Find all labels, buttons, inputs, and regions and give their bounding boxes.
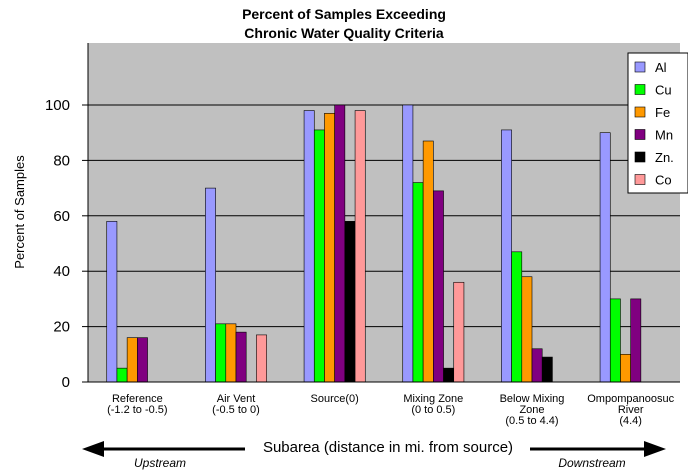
upstream-label: Upstream — [134, 456, 186, 470]
x-tick-label: (-0.5 to 0) — [212, 404, 260, 416]
bar-zn-4 — [541, 356, 553, 383]
bar-fe-3 — [422, 140, 434, 383]
downstream-arrowhead — [644, 441, 666, 457]
y-tick-labels: 0 20 40 60 80 100 — [45, 97, 70, 391]
bar-cu-0 — [116, 367, 128, 383]
y-tick-label: 60 — [53, 208, 70, 225]
legend-swatch — [634, 129, 646, 140]
axes — [82, 43, 680, 383]
x-tick-label: Reference — [112, 393, 163, 405]
legend-label: Cu — [655, 83, 672, 98]
x-tick-label: (0.5 to 4.4) — [505, 415, 558, 427]
plot-area — [88, 43, 680, 382]
bar-al-0 — [106, 221, 118, 383]
bar-fe-1 — [225, 323, 237, 383]
legend-label: Co — [655, 173, 672, 188]
x-tick-label: Air Vent — [217, 393, 256, 405]
legend-label: Zn. — [655, 150, 674, 165]
gridlines — [88, 104, 680, 328]
legend-swatch — [634, 84, 646, 95]
bar-cu-1 — [215, 323, 227, 383]
bar-co-3 — [453, 281, 465, 383]
bar-zn-2 — [344, 221, 356, 383]
y-tick-label: 100 — [45, 97, 70, 114]
x-tick-label: Ompompanoosuc — [587, 393, 674, 405]
legend-box — [627, 52, 688, 194]
legend-swatch — [634, 151, 646, 163]
x-axis-label: Subarea (distance in mi. from source) — [263, 439, 513, 456]
bar-mn-5 — [630, 298, 642, 383]
x-tick-label: River — [618, 404, 644, 416]
bar-fe-5 — [620, 353, 631, 383]
x-tick-label: Source(0) — [311, 393, 359, 405]
bar-al-2 — [303, 110, 315, 383]
upstream-arrowhead — [82, 441, 104, 457]
bar-mn-3 — [433, 190, 444, 383]
y-tick-label: 40 — [53, 263, 70, 280]
y-tick-label: 20 — [53, 319, 70, 336]
bar-al-4 — [501, 129, 512, 383]
bar-fe-2 — [324, 113, 335, 383]
bar-co-2 — [354, 110, 366, 383]
legend: Al Cu Fe Mn Zn. Co — [627, 52, 688, 194]
bar-fe-4 — [521, 276, 533, 383]
legend-label: Al — [655, 60, 667, 75]
chart-title-line: Chronic Water Quality Criteria — [244, 25, 444, 41]
bar-cu-5 — [609, 298, 621, 383]
downstream-label: Downstream — [558, 456, 625, 470]
x-tick-label: (0 to 0.5) — [411, 404, 455, 416]
y-axis-label: Percent of Samples — [12, 155, 27, 269]
y-tick-label: 0 — [62, 374, 70, 391]
bar-cu-3 — [412, 182, 424, 383]
bar-fe-0 — [126, 337, 138, 383]
chart-title: Percent of Samples Exceeding Chronic Wate… — [242, 6, 446, 41]
x-tick-label: Mixing Zone — [403, 393, 463, 405]
bar-cu-2 — [313, 129, 325, 383]
x-tick-label: Below Mixing — [500, 393, 565, 405]
bar-mn-1 — [235, 331, 247, 383]
legend-swatch — [634, 61, 646, 73]
bar-al-5 — [599, 132, 611, 383]
bar-mn-0 — [137, 337, 148, 383]
x-tick-label: (4.4) — [619, 415, 642, 427]
bar-zn-3 — [443, 367, 455, 383]
bars — [106, 104, 642, 383]
x-tick-label: (-1.2 to -0.5) — [107, 404, 168, 416]
legend-label: Fe — [655, 105, 670, 120]
bar-mn-4 — [531, 348, 543, 383]
bar-co-1 — [256, 334, 267, 383]
legend-swatch — [634, 106, 646, 118]
chart-title-line: Percent of Samples Exceeding — [242, 6, 446, 22]
bar-al-3 — [402, 104, 414, 383]
legend-swatch — [634, 174, 646, 185]
bar-al-1 — [205, 187, 216, 383]
direction-arrows — [82, 441, 666, 457]
x-tick-labels: Reference(-1.2 to -0.5) Air Vent(-0.5 to … — [107, 393, 675, 427]
legend-label: Mn — [655, 128, 673, 143]
bar-mn-2 — [334, 104, 346, 383]
bar-cu-4 — [511, 251, 523, 383]
y-tick-label: 80 — [53, 152, 70, 169]
x-tick-label: Zone — [519, 404, 544, 416]
